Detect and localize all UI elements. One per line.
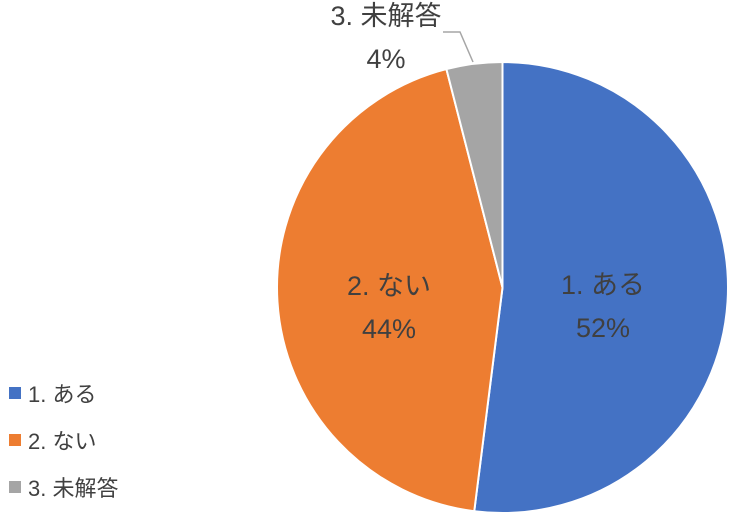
legend-label: 2. ない: [28, 429, 97, 454]
legend-label: 3. 未解答: [28, 476, 119, 501]
data-label-category: 1. ある: [560, 270, 646, 300]
legend-swatch-icon: [9, 434, 21, 446]
pie-slice-1: [473, 61, 729, 514]
data-label-slice-3: 3. 未解答 4%: [330, 0, 441, 81]
pie-slice-3: [445, 61, 504, 289]
data-label-category: 3. 未解答: [330, 1, 442, 31]
data-label-slice-2: 2. ない 44%: [347, 265, 431, 351]
data-label-category: 2. ない: [346, 271, 432, 301]
legend: 1. ある 2. ない 3. 未解答: [9, 379, 118, 520]
data-label-value: 44%: [361, 314, 417, 344]
legend-item-3: 3. 未解答: [9, 473, 118, 501]
leader-line: [443, 31, 474, 63]
data-label-value: 52%: [575, 313, 631, 343]
legend-swatch-icon: [9, 387, 21, 399]
legend-item-2: 2. ない: [9, 426, 118, 454]
legend-item-1: 1. ある: [9, 379, 118, 407]
legend-label: 1. ある: [28, 382, 97, 407]
data-label-value: 4%: [366, 44, 406, 74]
legend-swatch-icon: [9, 481, 21, 493]
data-label-slice-1: 1. ある 52%: [561, 264, 645, 350]
pie-slice-2: [276, 68, 504, 513]
pie-slices: [276, 61, 729, 514]
